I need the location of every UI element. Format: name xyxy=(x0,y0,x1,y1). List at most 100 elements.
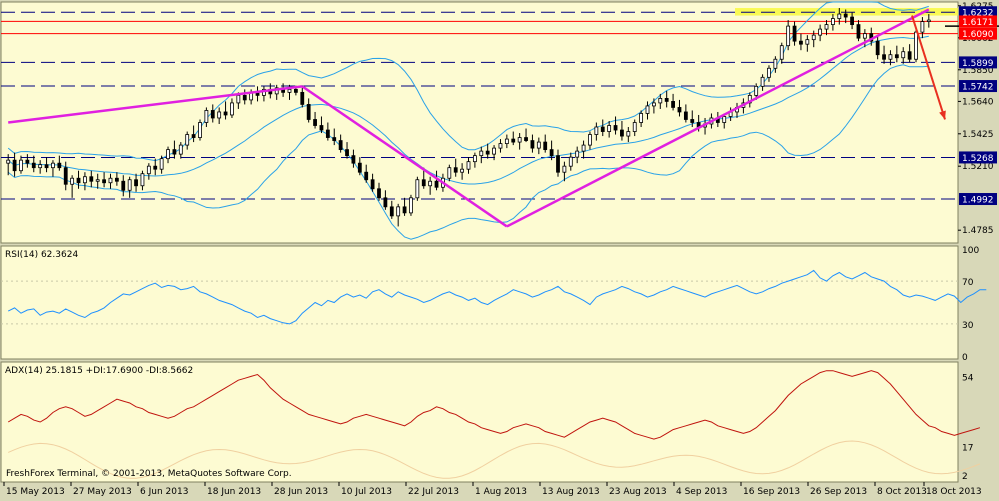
candle-body xyxy=(31,162,36,169)
candle-body xyxy=(754,85,759,96)
candle-body xyxy=(83,176,87,184)
bollinger-middle-band xyxy=(7,35,929,185)
trend-line-1 xyxy=(8,85,303,124)
candle-body xyxy=(6,159,11,164)
date-label: 26 Sep 2013 xyxy=(810,487,867,497)
candle-body xyxy=(63,167,68,185)
adx-tick-label: 2 xyxy=(962,472,968,482)
candle-body xyxy=(760,76,765,87)
candle-body xyxy=(536,141,541,149)
candles-group xyxy=(6,8,931,227)
candle-body xyxy=(690,119,695,123)
candle-body xyxy=(325,129,330,138)
candle-body xyxy=(210,110,215,119)
candle-body xyxy=(377,188,381,199)
adx-tick-label: 54 xyxy=(962,373,974,383)
candle-body xyxy=(434,180,439,188)
date-label: 22 Jul 2013 xyxy=(408,487,459,497)
candle-body xyxy=(485,150,490,155)
candle-body xyxy=(293,88,298,93)
candle-body xyxy=(313,119,317,126)
candle-body xyxy=(447,167,452,179)
copyright-text: FreshForex Terminal, © 2001-2013, MetaQu… xyxy=(6,469,292,479)
candle-body xyxy=(204,110,209,123)
candle-body xyxy=(773,58,778,69)
level-label: 1.6090 xyxy=(962,30,994,40)
candle-body xyxy=(479,150,484,157)
candle-body xyxy=(70,177,75,185)
candle-body xyxy=(287,88,292,93)
candle-body xyxy=(76,177,81,184)
level-label: 1.6232 xyxy=(962,9,994,19)
candle-body xyxy=(722,116,727,123)
candle-body xyxy=(914,31,918,60)
rsi-tick-label: 0 xyxy=(962,353,968,363)
candle-body xyxy=(556,155,560,173)
candle-body xyxy=(588,134,592,146)
candle-body xyxy=(926,19,931,22)
candle-body xyxy=(108,177,113,184)
date-label: 15 May 2013 xyxy=(6,487,65,497)
candle-body xyxy=(19,159,23,172)
candle-body xyxy=(767,67,771,78)
candle-body xyxy=(345,149,349,157)
date-label: 13 Aug 2013 xyxy=(542,487,600,497)
candle-body xyxy=(671,101,675,108)
adx-tick-label: 17 xyxy=(962,444,973,454)
candle-body xyxy=(114,177,119,182)
candle-body xyxy=(530,140,535,149)
trend-line-3 xyxy=(506,8,930,228)
price-tick-label: 1.5640 xyxy=(962,97,994,107)
rsi-tick-label: 100 xyxy=(962,246,979,256)
candle-body xyxy=(818,28,823,36)
candle-body xyxy=(498,143,503,149)
candle-body xyxy=(242,94,247,101)
candle-body xyxy=(146,165,151,175)
adx-line xyxy=(7,370,981,440)
candle-body xyxy=(357,162,362,173)
candle-body xyxy=(856,24,861,39)
candle-body xyxy=(824,24,829,30)
candle-body xyxy=(600,126,605,132)
candle-body xyxy=(223,111,228,116)
level-label: 1.5268 xyxy=(962,154,994,164)
level-label-box xyxy=(959,151,997,164)
candle-body xyxy=(89,176,94,182)
candle-body xyxy=(332,137,337,141)
candle-body xyxy=(300,91,305,105)
candle-body xyxy=(25,159,30,164)
date-label: 28 Jun 2013 xyxy=(274,487,328,497)
candle-body xyxy=(620,129,624,137)
candle-body xyxy=(402,206,407,214)
candle-body xyxy=(198,122,202,138)
candle-body xyxy=(888,54,893,60)
candle-body xyxy=(811,34,816,41)
level-label-box xyxy=(959,56,997,69)
candle-body xyxy=(683,111,688,120)
candle-body xyxy=(626,131,631,137)
candle-body xyxy=(843,13,848,18)
candle-body xyxy=(319,125,324,131)
candle-body xyxy=(524,137,528,141)
candle-body xyxy=(428,180,433,187)
candle-body xyxy=(562,165,567,173)
candle-body xyxy=(575,150,580,158)
candle-body xyxy=(805,39,810,45)
candle-body xyxy=(658,98,663,104)
candle-body xyxy=(51,162,55,169)
candle-body xyxy=(127,179,132,191)
date-label: 18 Oct 2013 xyxy=(926,487,982,497)
rsi-title: RSI(14) 62.3624 xyxy=(5,250,78,260)
candle-body xyxy=(178,144,183,155)
rsi-tick-label: 30 xyxy=(962,321,974,331)
candle-body xyxy=(57,162,62,169)
rsi-tick-label: 70 xyxy=(962,278,974,288)
date-label: 18 Jun 2013 xyxy=(207,487,261,497)
candle-body xyxy=(831,18,835,25)
candle-body xyxy=(549,149,554,157)
candle-body xyxy=(185,134,190,146)
candle-body xyxy=(639,113,644,123)
candle-body xyxy=(236,94,241,104)
candle-body xyxy=(901,51,906,59)
